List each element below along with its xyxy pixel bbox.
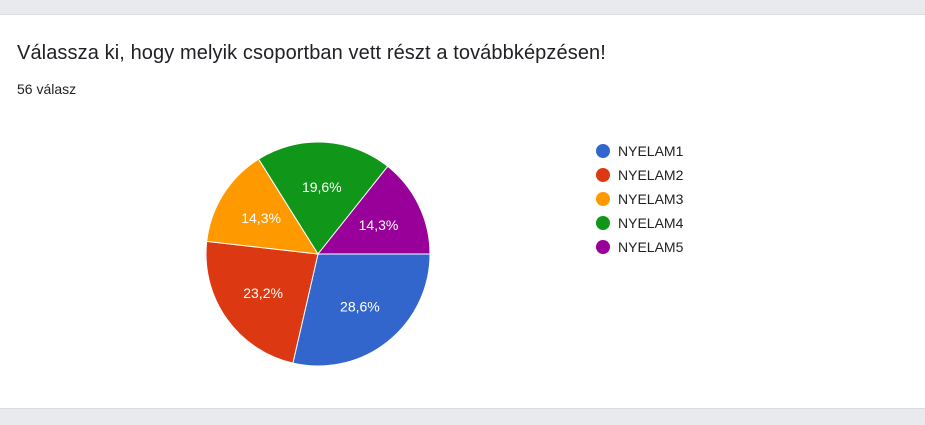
legend-swatch-nyelam1 xyxy=(596,144,610,158)
legend-label-nyelam3: NYELAM3 xyxy=(618,191,684,207)
legend-item-nyelam3[interactable]: NYELAM3 xyxy=(596,191,684,207)
pie-slice-nyelam4 xyxy=(257,141,389,255)
legend-swatch-nyelam5 xyxy=(596,240,610,254)
legend-label-nyelam1: NYELAM1 xyxy=(618,143,684,159)
legend-item-nyelam5[interactable]: NYELAM5 xyxy=(596,239,684,255)
response-count: 56 válasz xyxy=(17,81,77,97)
pie-slice-nyelam2 xyxy=(205,240,319,364)
legend-swatch-nyelam2 xyxy=(596,168,610,182)
slice-label-nyelam4: 19,6% xyxy=(302,179,342,195)
legend-swatch-nyelam3 xyxy=(596,192,610,206)
legend-swatch-nyelam4 xyxy=(596,216,610,230)
chart-legend: NYELAM1 NYELAM2 NYELAM3 NYELAM4 NYELAM5 xyxy=(596,143,684,255)
question-card: Válassza ki, hogy melyik csoportban vett… xyxy=(0,14,925,409)
slice-label-nyelam5: 14,3% xyxy=(359,217,399,233)
legend-label-nyelam4: NYELAM4 xyxy=(618,215,684,231)
slice-label-nyelam1: 28,6% xyxy=(340,299,380,315)
legend-item-nyelam4[interactable]: NYELAM4 xyxy=(596,215,684,231)
legend-label-nyelam2: NYELAM2 xyxy=(618,167,684,183)
legend-label-nyelam5: NYELAM5 xyxy=(618,239,684,255)
legend-item-nyelam2[interactable]: NYELAM2 xyxy=(596,167,684,183)
legend-item-nyelam1[interactable]: NYELAM1 xyxy=(596,143,684,159)
pie-slice-nyelam1 xyxy=(292,253,431,367)
slice-label-nyelam3: 14,3% xyxy=(241,210,281,226)
slice-label-nyelam2: 23,2% xyxy=(243,285,283,301)
pie-chart: 28,6% 23,2% 14,3% 19,6% 14,3% NYELAM1 NYELAM2… xyxy=(205,141,684,367)
pie-slices xyxy=(205,141,431,367)
question-title: Válassza ki, hogy melyik csoportban vett… xyxy=(17,42,606,64)
slice-labels: 28,6% 23,2% 14,3% 19,6% 14,3% xyxy=(241,179,398,315)
pie-slice-nyelam3 xyxy=(206,158,319,255)
pie-slice-nyelam5 xyxy=(316,165,431,255)
